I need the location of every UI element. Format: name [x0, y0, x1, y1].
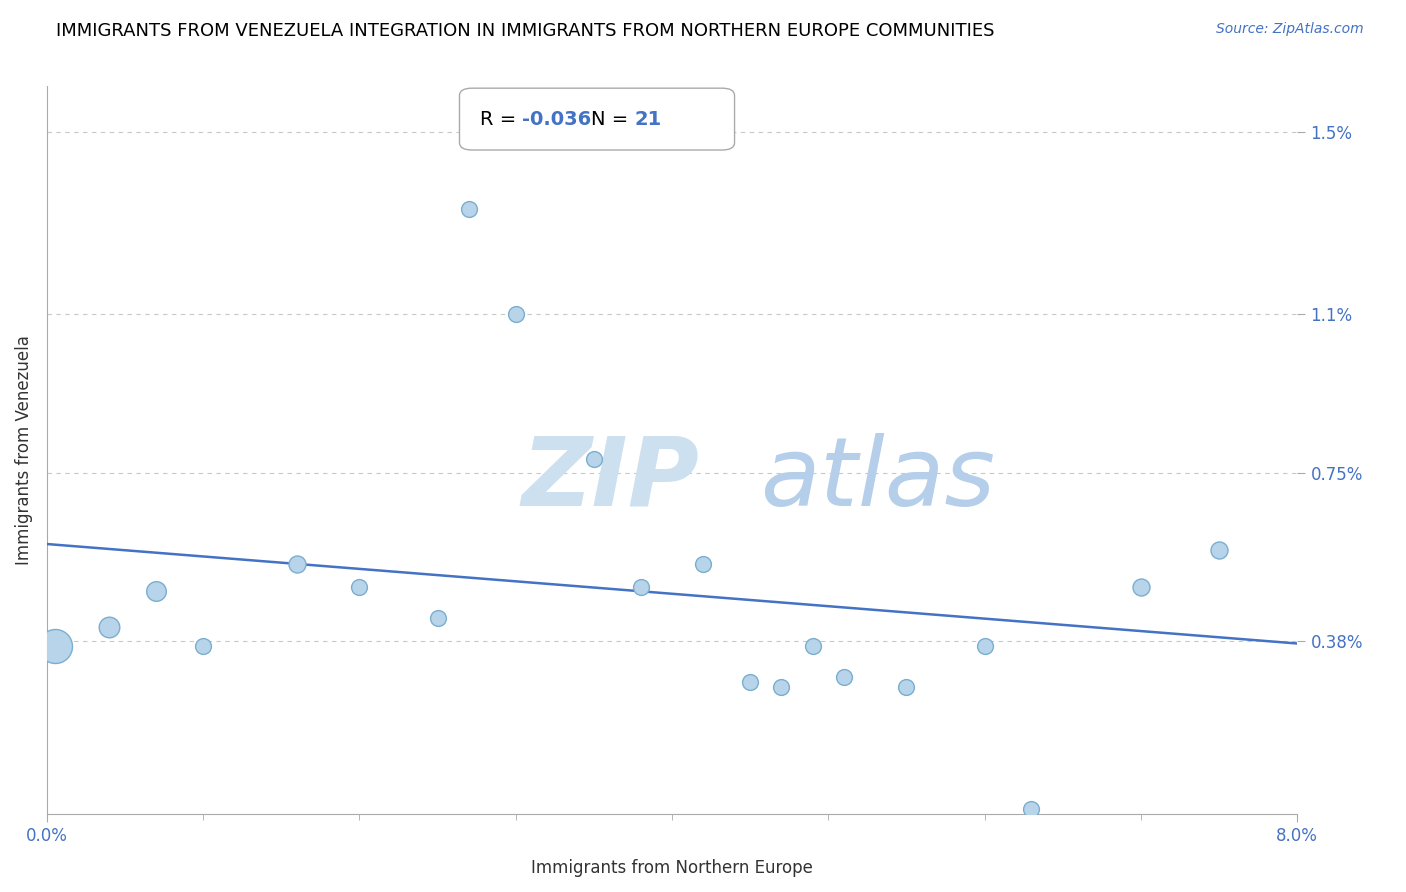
Point [145, 584, 167, 599]
Point [832, 671, 855, 685]
Point [582, 452, 605, 467]
Text: -0.036: -0.036 [522, 110, 592, 128]
Text: IMMIGRANTS FROM VENEZUELA INTEGRATION IN IMMIGRANTS FROM NORTHERN EUROPE COMMUNI: IMMIGRANTS FROM VENEZUELA INTEGRATION IN… [56, 22, 994, 40]
Point [692, 557, 714, 571]
Point [505, 307, 527, 321]
Point [630, 580, 652, 594]
Point [285, 557, 308, 571]
Point [973, 639, 995, 653]
Point [770, 680, 793, 694]
Text: R =: R = [479, 110, 522, 128]
Point [896, 680, 918, 694]
Y-axis label: Immigrants from Venezuela: Immigrants from Venezuela [15, 335, 32, 565]
Point [740, 675, 762, 690]
Text: atlas: atlas [759, 433, 994, 525]
Point [801, 639, 824, 653]
Text: N =: N = [591, 110, 634, 128]
Point [1021, 802, 1043, 816]
Point [457, 202, 479, 216]
Point [1129, 580, 1152, 594]
Text: Source: ZipAtlas.com: Source: ZipAtlas.com [1216, 22, 1364, 37]
Point [44, 639, 66, 653]
X-axis label: Immigrants from Northern Europe: Immigrants from Northern Europe [531, 859, 813, 877]
Text: ZIP: ZIP [522, 433, 700, 525]
Point [98, 620, 121, 634]
Point [426, 611, 449, 625]
Point [1208, 543, 1230, 558]
Point [193, 639, 215, 653]
FancyBboxPatch shape [460, 88, 734, 150]
Text: 21: 21 [634, 110, 662, 128]
Point [349, 580, 371, 594]
